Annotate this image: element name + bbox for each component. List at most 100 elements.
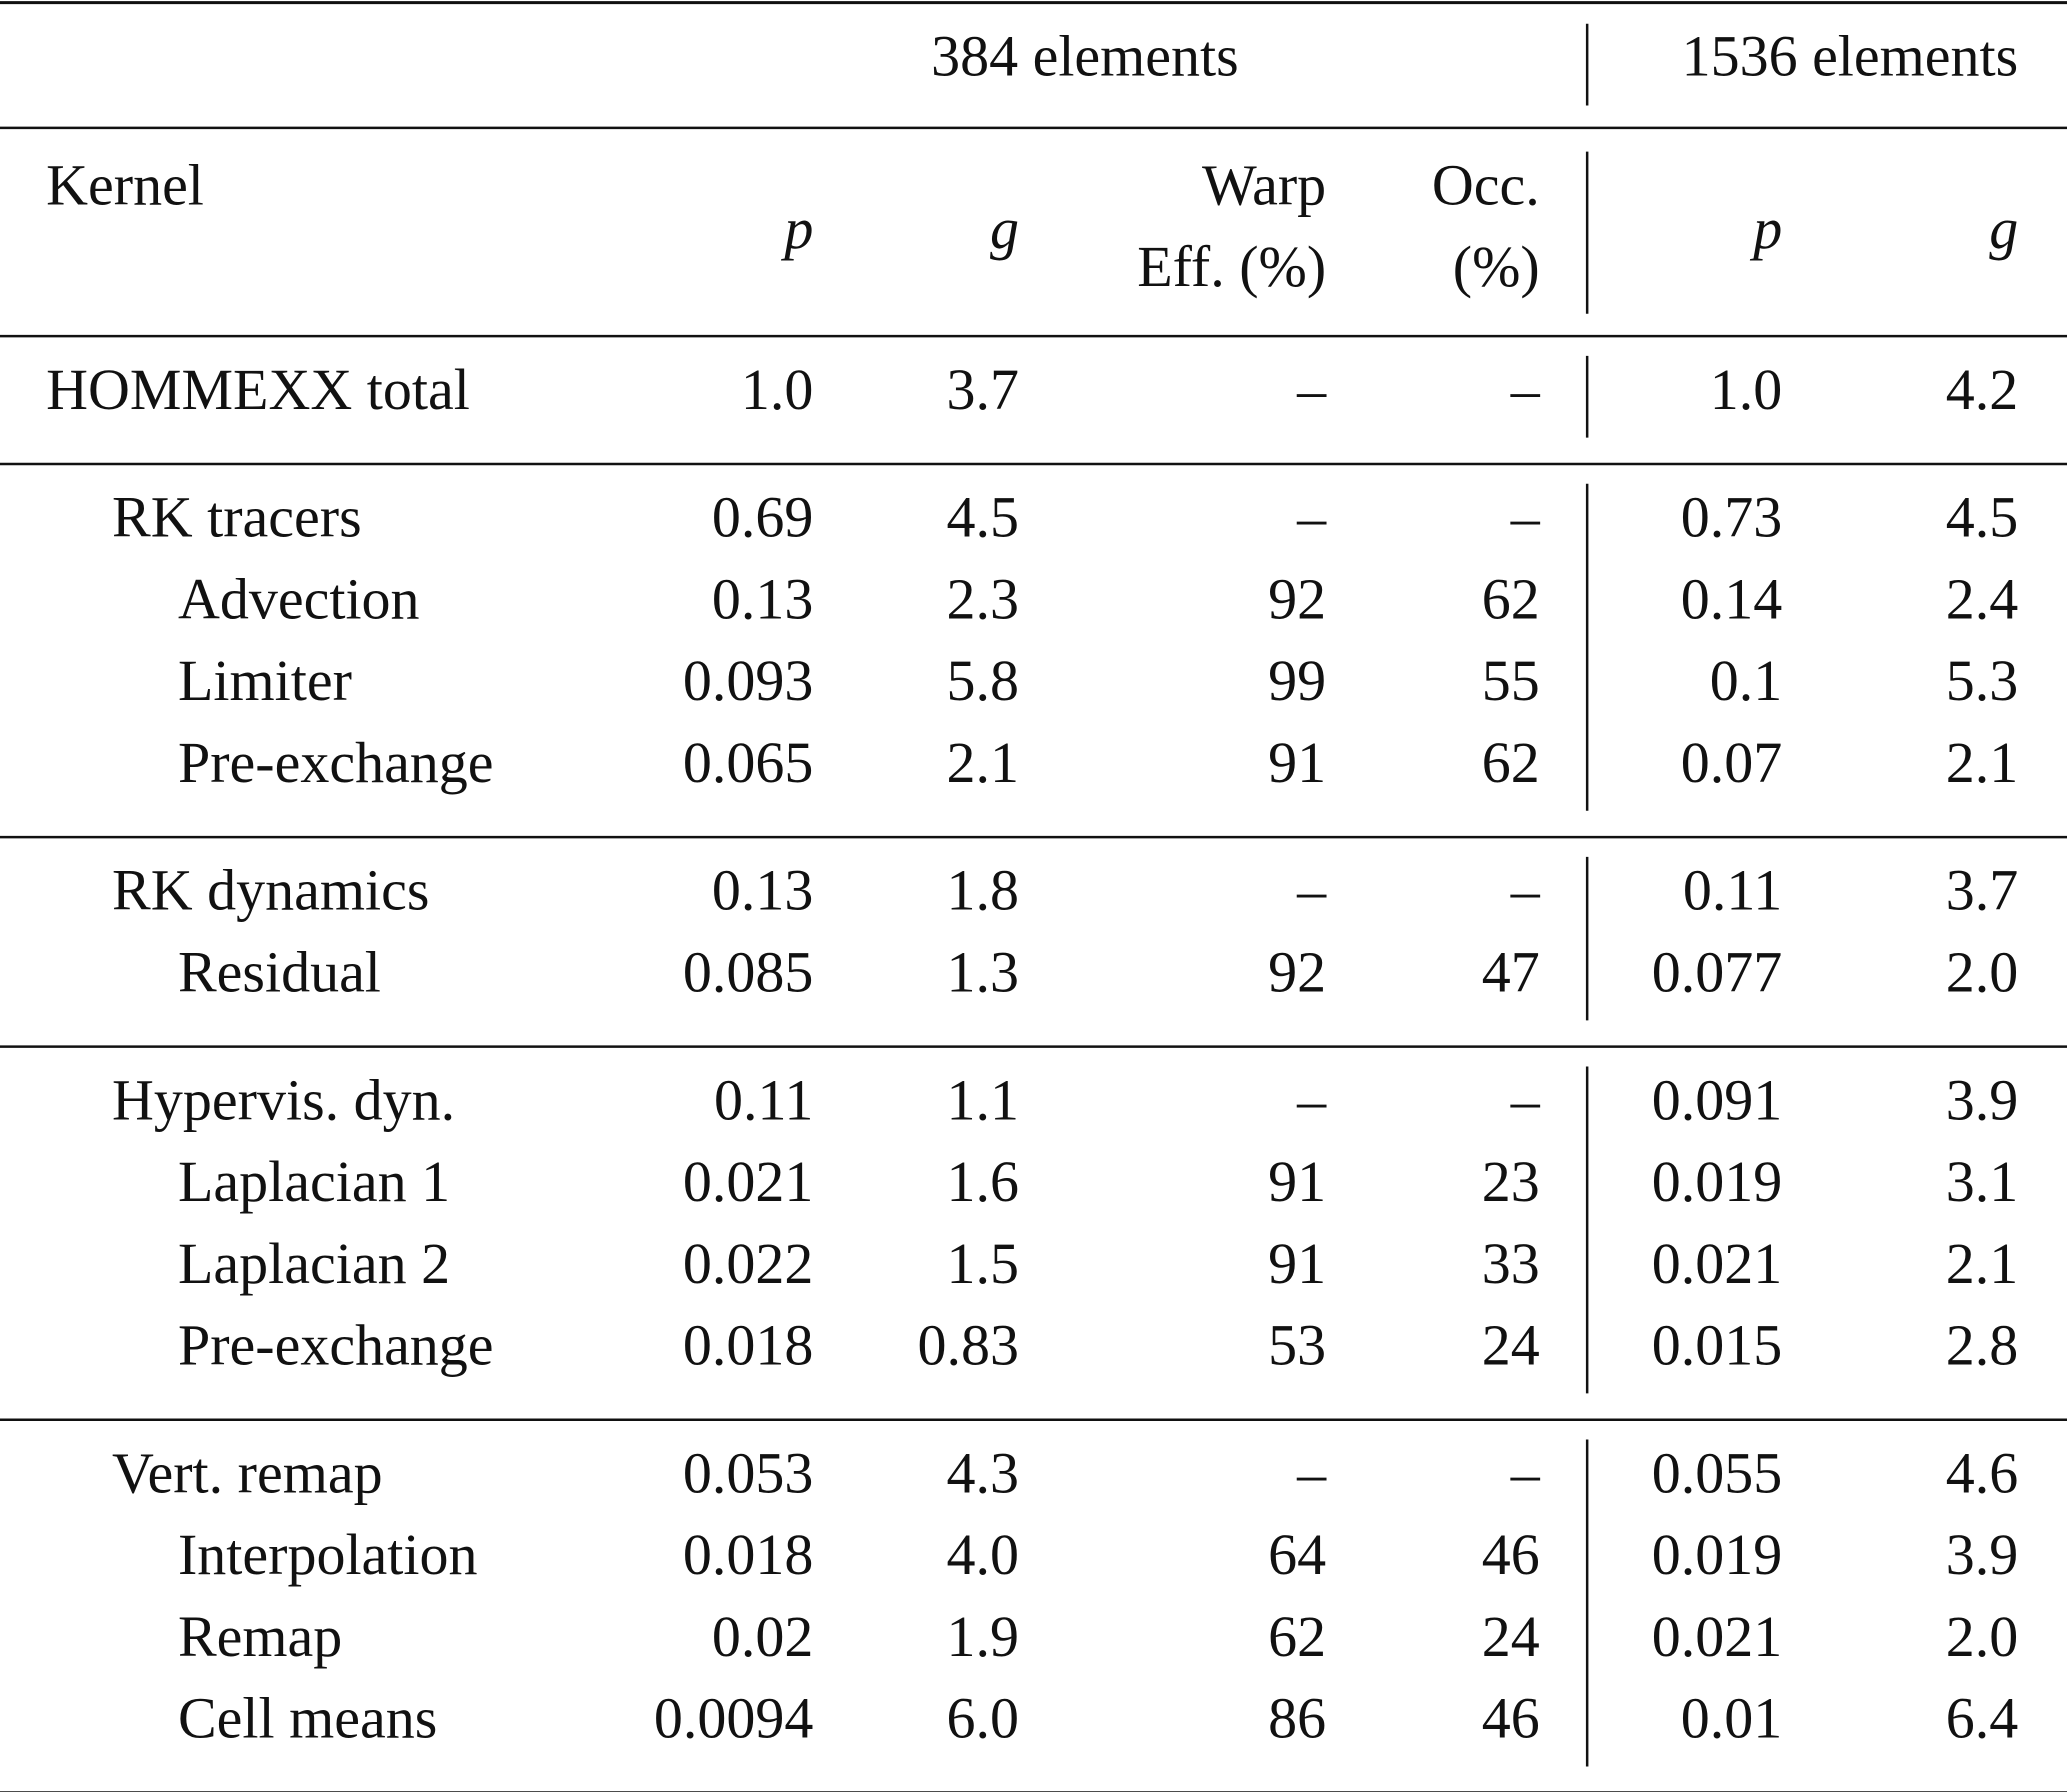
cell: 0.83 [917,1313,1019,1378]
cell: 55 [1482,648,1540,713]
column-header: Warp [1202,152,1326,217]
cell: 2.0 [1946,939,2019,1004]
cell: 0.0094 [654,1686,814,1751]
row-label: Hypervis. dyn. [112,1067,455,1132]
row-label: Advection [178,566,420,631]
cell: 4.5 [946,485,1019,550]
cell: 46 [1482,1522,1540,1587]
row-label: Pre-exchange [178,1313,494,1378]
cell: 24 [1482,1604,1540,1669]
cell: 0.13 [712,566,814,631]
column-header: g [1989,196,2018,261]
column-header: p [1749,196,1782,261]
cell: 1.6 [946,1149,1019,1214]
group-header: 384 elements [931,23,1239,88]
cell: 2.1 [946,730,1019,795]
cell: – [1510,357,1541,422]
row-label: Limiter [178,648,352,713]
cell: 2.1 [1946,730,2019,795]
row-label: Vert. remap [112,1440,383,1505]
cell: 6.0 [946,1686,1019,1751]
cell: – [1296,1067,1327,1132]
cell: 1.9 [946,1604,1019,1669]
cell: 0.019 [1652,1522,1783,1587]
cell: 0.055 [1652,1440,1783,1505]
row-label: Laplacian 1 [178,1149,450,1214]
cell: 92 [1268,566,1326,631]
cell: 0.13 [712,858,814,923]
cell: 2.8 [1946,1313,2019,1378]
cell: 2.3 [946,566,1019,631]
cell: 0.085 [683,939,814,1004]
cell: 46 [1482,1686,1540,1751]
cell: 0.021 [1652,1231,1783,1296]
cell: 0.022 [683,1231,814,1296]
cell: 5.3 [1946,648,2019,713]
cell: 6.4 [1946,1686,2019,1751]
cell: 4.3 [946,1440,1019,1505]
cell: 53 [1268,1313,1326,1378]
cell: 3.1 [1946,1149,2019,1214]
row-label: Laplacian 2 [178,1231,450,1296]
cell: 0.01 [1681,1686,1783,1751]
cell: 0.73 [1681,485,1783,550]
column-header: p [780,196,813,261]
row-label: Interpolation [178,1522,478,1587]
cell: 64 [1268,1522,1326,1587]
row-label: Remap [178,1604,342,1669]
cell: 24 [1482,1313,1540,1378]
cell: 1.1 [946,1067,1019,1132]
cell: 3.9 [1946,1522,2019,1587]
cell: 5.8 [946,648,1019,713]
cell: 1.8 [946,858,1019,923]
cell: 99 [1268,648,1326,713]
cell: 0.018 [683,1522,814,1587]
row-label: RK dynamics [112,858,429,923]
cell: 4.5 [1946,485,2019,550]
cell: 0.69 [712,485,814,550]
column-header: g [990,196,1019,261]
cell: – [1296,357,1327,422]
column-header: (%) [1453,234,1540,299]
cell: 0.065 [683,730,814,795]
cell: 91 [1268,730,1326,795]
column-header: Kernel [46,152,204,217]
cell: – [1296,485,1327,550]
cell: – [1510,1067,1541,1132]
cell: 0.11 [1683,858,1782,923]
cell: 0.053 [683,1440,814,1505]
cell: 4.0 [946,1522,1019,1587]
cell: 0.1 [1710,648,1783,713]
cell: 0.021 [683,1149,814,1214]
cell: 91 [1268,1231,1326,1296]
cell: 4.6 [1946,1440,2019,1505]
cell: 0.02 [712,1604,814,1669]
row-label: Cell means [178,1686,437,1751]
cell: 3.9 [1946,1067,2019,1132]
column-header: Eff. (%) [1137,234,1326,299]
cell: – [1510,485,1541,550]
cell: 0.077 [1652,939,1783,1004]
cell: 0.018 [683,1313,814,1378]
cell: 62 [1268,1604,1326,1669]
cell: 0.091 [1652,1067,1783,1132]
cell: 92 [1268,939,1326,1004]
cell: 23 [1482,1149,1540,1214]
cell: 2.4 [1946,566,2019,631]
cell: 1.0 [741,357,814,422]
cell: 0.14 [1681,566,1783,631]
cell: 47 [1482,939,1540,1004]
cell: 2.1 [1946,1231,2019,1296]
cell: 0.11 [714,1067,813,1132]
cell: 4.2 [1946,357,2019,422]
cell: 91 [1268,1149,1326,1214]
cell: 0.07 [1681,730,1783,795]
group-header: 1536 elements [1682,23,2019,88]
cell: 62 [1482,566,1540,631]
cell: 0.015 [1652,1313,1783,1378]
row-label: Residual [178,939,381,1004]
cell: 0.021 [1652,1604,1783,1669]
cell: 62 [1482,730,1540,795]
cell: 1.5 [946,1231,1019,1296]
